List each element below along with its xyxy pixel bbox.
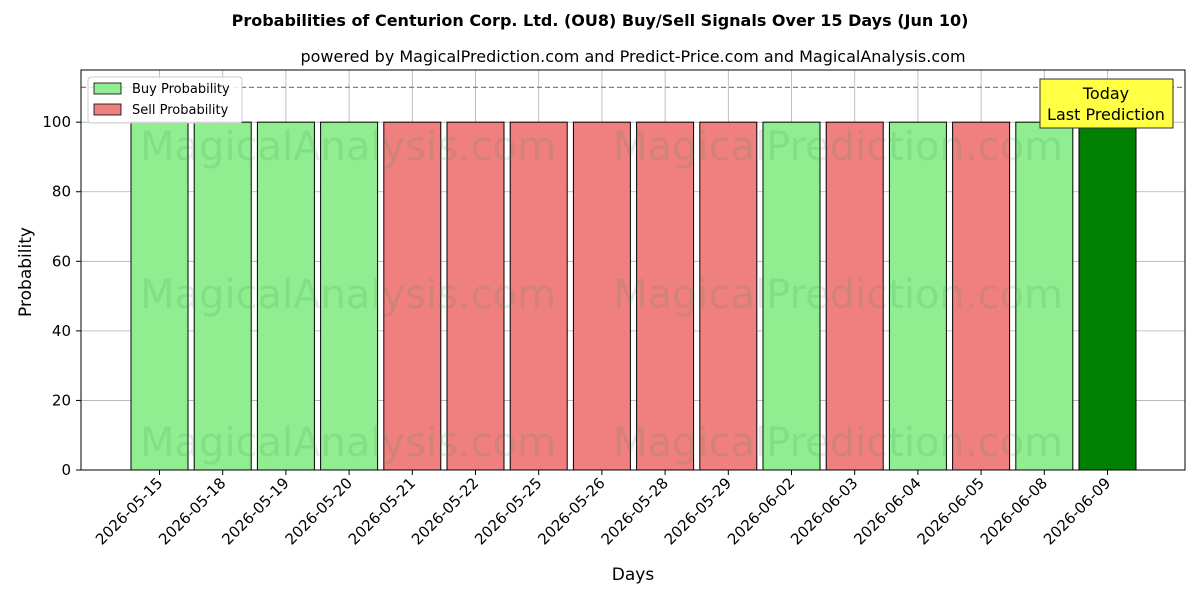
bar-2026-06-09 (1078, 121, 1137, 471)
bars (130, 121, 1137, 471)
legend: Buy Probability Sell Probability (87, 76, 243, 124)
today-annotation-box (1039, 78, 1174, 129)
x-tick-label: 2026-05-15 (92, 474, 166, 548)
bar-2026-05-21 (383, 121, 442, 471)
x-tick-label: 2026-05-19 (218, 474, 292, 548)
y-tick-label: 60 (52, 252, 71, 270)
bar-2026-06-08 (1015, 121, 1074, 471)
watermark-analysis: MagicalAnalysis.com (140, 272, 556, 318)
watermark-prediction: MagicalPrediction.com (613, 420, 1063, 466)
bar-2026-06-03 (825, 121, 884, 471)
y-axis-label: Probability (16, 227, 36, 317)
bar-2026-06-02 (762, 121, 821, 471)
watermarks: MagicalAnalysis.com MagicalPrediction.com… (140, 124, 1063, 466)
bar-2026-06-04 (888, 121, 947, 471)
bar-2026-05-25 (509, 121, 568, 471)
today-annotation-line2: Last Prediction (1047, 105, 1165, 124)
watermark-analysis: MagicalAnalysis.com (140, 420, 556, 466)
x-tick-label: 2026-06-04 (850, 474, 924, 548)
y-tick-label: 100 (42, 113, 71, 131)
x-tick-label: 2026-06-09 (1040, 474, 1114, 548)
bar-2026-05-22 (446, 121, 505, 471)
chart-subtitle: powered by MagicalPrediction.com and Pre… (300, 47, 965, 66)
x-tick-label: 2026-05-26 (534, 474, 608, 548)
chart-title: Probabilities of Centurion Corp. Ltd. (O… (232, 11, 969, 30)
plot-frame (80, 69, 1186, 471)
x-tick-label: 2026-05-28 (598, 474, 672, 548)
x-tick-label: 2026-05-29 (661, 474, 735, 548)
bar-2026-06-05 (952, 121, 1011, 471)
bar-2026-05-19 (256, 121, 315, 471)
x-axis-ticks: 2026-05-152026-05-182026-05-192026-05-20… (92, 470, 1114, 548)
legend-sell-swatch (93, 103, 122, 116)
x-tick-label: 2026-06-03 (787, 474, 861, 548)
x-tick-label: 2026-05-22 (408, 474, 482, 548)
watermark-prediction: MagicalPrediction.com (613, 124, 1063, 170)
y-tick-label: 40 (52, 322, 71, 340)
x-tick-label: 2026-05-20 (282, 474, 356, 548)
legend-buy-label: Buy Probability (132, 82, 230, 97)
x-tick-label: 2026-06-08 (977, 474, 1051, 548)
x-tick-label: 2026-05-18 (155, 474, 229, 548)
x-tick-label: 2026-05-21 (345, 474, 419, 548)
y-tick-label: 0 (61, 461, 71, 479)
watermark-prediction: MagicalPrediction.com (613, 272, 1063, 318)
bar-2026-05-20 (320, 121, 379, 471)
today-annotation: Today Last Prediction (1039, 78, 1174, 129)
y-axis-ticks: 0 20 40 60 80 100 (42, 113, 81, 479)
y-tick-label: 80 (52, 183, 71, 201)
legend-box (87, 76, 243, 124)
bar-2026-05-29 (699, 121, 758, 471)
x-tick-label: 2026-06-05 (914, 474, 988, 548)
bar-2026-05-28 (636, 121, 695, 471)
y-tick-label: 20 (52, 391, 71, 409)
watermark-analysis: MagicalAnalysis.com (140, 124, 556, 170)
x-tick-label: 2026-06-02 (724, 474, 798, 548)
x-axis-label: Days (612, 565, 655, 585)
legend-buy-swatch (93, 82, 122, 95)
bar-2026-05-26 (572, 121, 631, 471)
today-annotation-line1: Today (1082, 84, 1129, 103)
x-tick-label: 2026-05-25 (471, 474, 545, 548)
legend-sell-label: Sell Probability (132, 103, 229, 118)
